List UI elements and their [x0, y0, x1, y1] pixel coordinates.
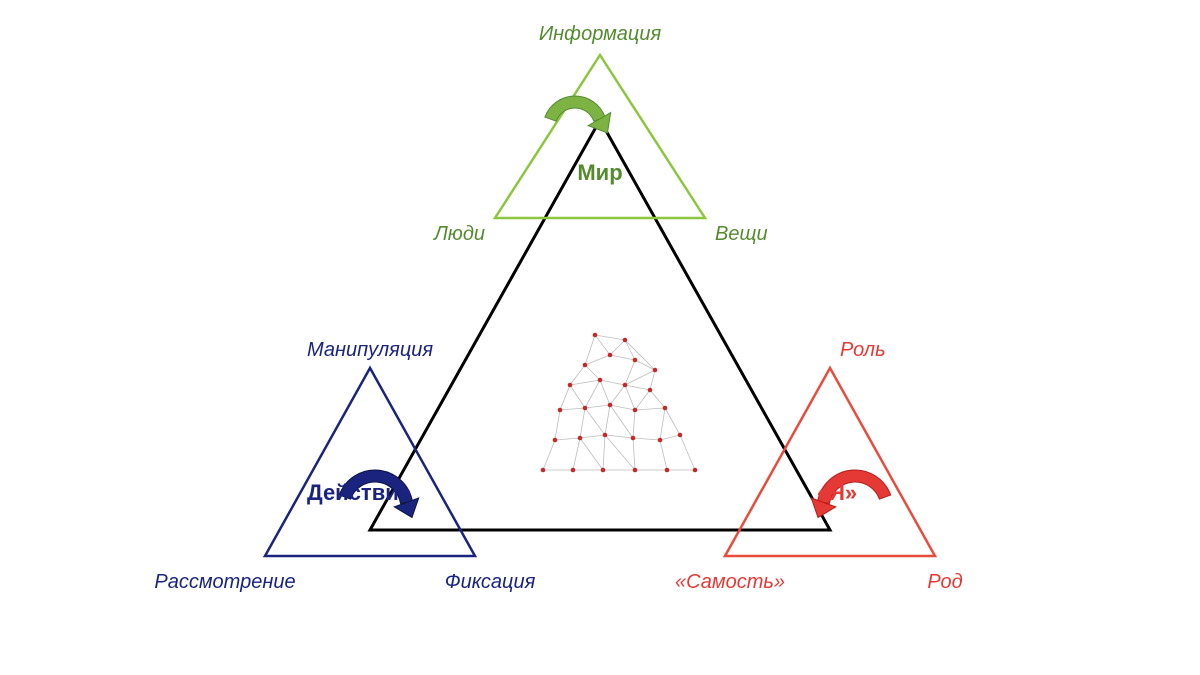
right-center-label: «Я»: [817, 480, 857, 505]
left-title-label: Манипуляция: [307, 339, 433, 361]
center-network: [541, 333, 698, 473]
left-right-label: Фиксация: [445, 571, 536, 593]
top-right-label: Вещи: [715, 223, 768, 245]
top-left-label: Люди: [432, 223, 485, 245]
top-title-label: Информация: [539, 23, 662, 45]
left-center-label: Действие: [307, 480, 411, 505]
right-left-label: «Самость»: [675, 571, 785, 593]
top-triangle: [495, 55, 705, 218]
top-arrow-icon: [545, 96, 619, 139]
top-center-label: Мир: [577, 160, 622, 185]
left-left-label: Рассмотрение: [154, 571, 295, 593]
right-right-label: Род: [927, 571, 962, 593]
diagram-canvas: Информация Мир Люди Вещи Манипуляция Действие…: [0, 0, 1200, 675]
right-title-label: Роль: [840, 339, 886, 361]
